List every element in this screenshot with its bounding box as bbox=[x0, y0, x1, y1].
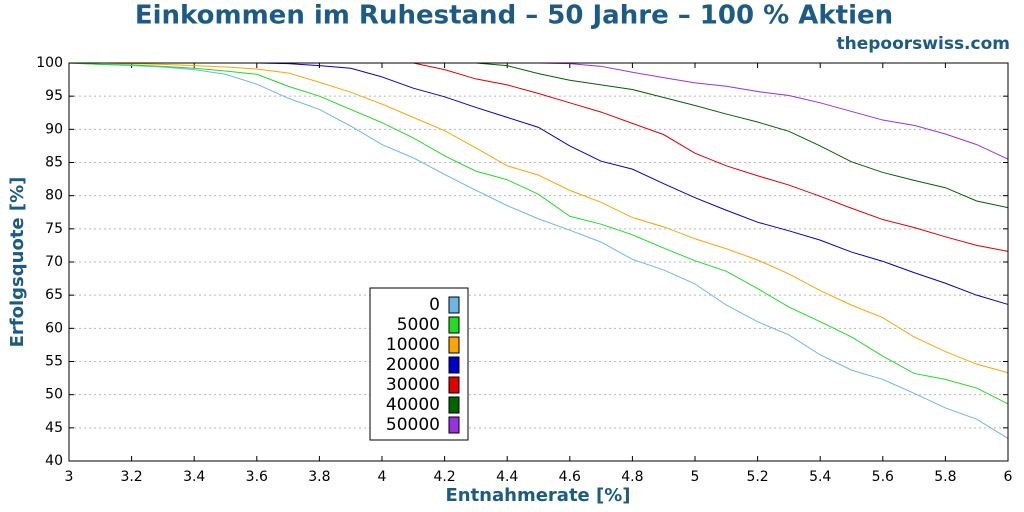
y-tick-label: 55 bbox=[45, 354, 63, 370]
series-line bbox=[69, 62, 1009, 160]
y-tick-label: 75 bbox=[45, 221, 63, 237]
y-tick-label: 80 bbox=[45, 188, 63, 204]
x-tick-label: 5.8 bbox=[934, 469, 956, 485]
y-tick-label: 85 bbox=[45, 155, 63, 171]
x-tick-label: 4.2 bbox=[433, 469, 455, 485]
legend-swatch bbox=[448, 416, 460, 434]
y-tick-label: 60 bbox=[45, 320, 63, 336]
legend-swatch bbox=[448, 356, 460, 374]
y-tick-label: 95 bbox=[45, 88, 63, 104]
series-line bbox=[69, 62, 1009, 374]
y-axis-label: Erfolgsquote [%] bbox=[7, 177, 28, 348]
y-tick-label: 40 bbox=[45, 453, 63, 469]
x-tick-label: 5.6 bbox=[872, 469, 894, 485]
y-tick-label: 70 bbox=[45, 254, 63, 270]
x-tick-label: 3.4 bbox=[183, 469, 205, 485]
y-tick-label: 50 bbox=[45, 387, 63, 403]
legend-swatch bbox=[448, 376, 460, 394]
x-tick-label: 4.6 bbox=[559, 469, 581, 485]
series-line bbox=[69, 62, 1009, 252]
x-tick-label: 5.2 bbox=[746, 469, 768, 485]
x-tick-label: 5 bbox=[691, 469, 700, 485]
x-tick-label: 3.8 bbox=[308, 469, 330, 485]
series-line bbox=[68, 62, 1009, 439]
y-tick-label: 90 bbox=[45, 121, 63, 137]
series-line bbox=[69, 62, 1009, 305]
legend-swatch bbox=[448, 396, 460, 414]
x-tick-label: 4 bbox=[378, 469, 387, 485]
x-tick-label: 3 bbox=[65, 469, 74, 485]
y-tick-label: 65 bbox=[45, 287, 63, 303]
legend-label: 20000 bbox=[386, 355, 440, 375]
legend-label: 10000 bbox=[386, 335, 440, 355]
x-axis-label: Entnahmerate [%] bbox=[445, 485, 630, 506]
chart-title: Einkommen im Ruhestand – 50 Jahre – 100 … bbox=[135, 1, 893, 31]
series-line bbox=[69, 62, 1009, 209]
legend-label: 40000 bbox=[386, 395, 440, 415]
legend-swatch bbox=[448, 316, 460, 334]
x-tick-label: 4.8 bbox=[621, 469, 643, 485]
x-tick-label: 5.4 bbox=[809, 469, 831, 485]
legend-label: 50000 bbox=[386, 415, 440, 435]
legend-swatch bbox=[448, 336, 460, 354]
series-line bbox=[68, 62, 1009, 405]
x-tick-label: 4.4 bbox=[496, 469, 518, 485]
plot-frame bbox=[68, 62, 1009, 462]
legend-label: 30000 bbox=[386, 375, 440, 395]
y-tick-label: 45 bbox=[45, 420, 63, 436]
legend-label: 5000 bbox=[397, 315, 440, 335]
chart-subtitle: thepoorswiss.com bbox=[837, 34, 1011, 54]
x-tick-label: 6 bbox=[1004, 469, 1013, 485]
x-tick-label: 3.6 bbox=[246, 469, 268, 485]
legend-label: 0 bbox=[429, 295, 440, 315]
x-tick-label: 3.2 bbox=[120, 469, 142, 485]
y-tick-label: 100 bbox=[36, 55, 63, 71]
legend-swatch bbox=[448, 296, 460, 314]
